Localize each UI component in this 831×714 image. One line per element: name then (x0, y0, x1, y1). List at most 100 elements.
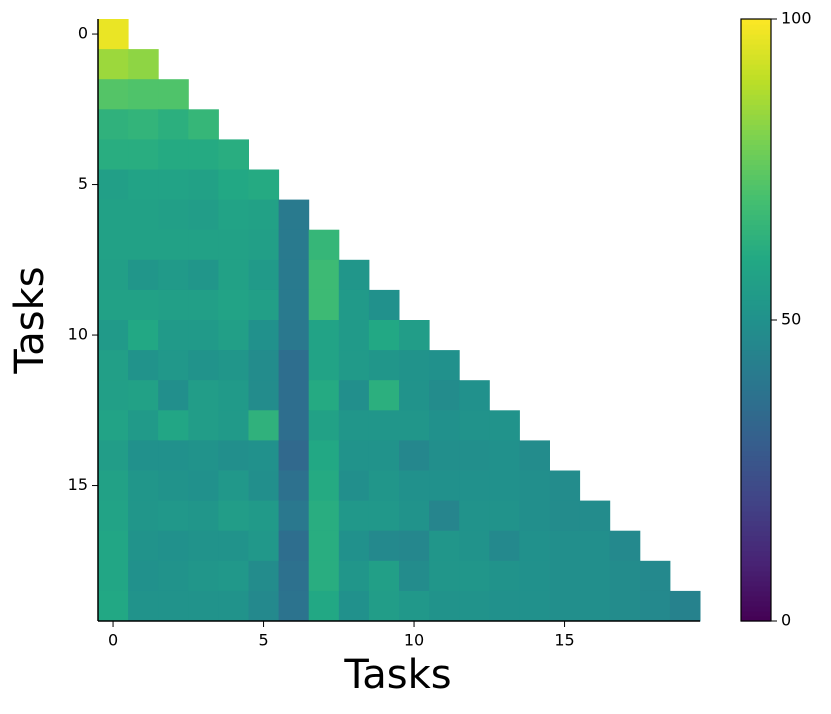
heatmap-cell (158, 259, 189, 291)
colorbar-segment (741, 465, 771, 472)
heatmap-cell (308, 470, 340, 502)
heatmap-cell (218, 500, 249, 532)
heatmap-cell (399, 320, 430, 351)
heatmap-cell (188, 109, 219, 140)
colorbar-segment (741, 560, 771, 567)
heatmap-cell (368, 350, 400, 381)
colorbar-segment (741, 580, 771, 587)
heatmap-cell (278, 470, 310, 502)
colorbar-segment (741, 254, 771, 261)
heatmap-cell (218, 560, 249, 592)
heatmap-cell (98, 470, 129, 502)
heatmap-cell (158, 109, 189, 140)
heatmap-cell (579, 590, 611, 622)
colorbar-segment (741, 59, 771, 65)
heatmap-cell (248, 350, 280, 381)
heatmap-cell (158, 590, 189, 622)
heatmap-cell (429, 470, 460, 502)
colorbar-segment (741, 124, 771, 130)
colorbar-tick-label: 0 (781, 611, 791, 630)
heatmap-cell (399, 590, 430, 622)
heatmap-cell (98, 440, 129, 471)
colorbar-segment (741, 159, 771, 166)
colorbar-segment (741, 134, 771, 140)
heatmap-cell (128, 199, 159, 231)
x-tick-label: 15 (554, 631, 574, 650)
heatmap-cell (128, 169, 159, 201)
heatmap-cell (399, 380, 430, 411)
colorbar-segment (741, 450, 771, 457)
heatmap-cell (188, 470, 219, 502)
colorbar-segment (741, 605, 771, 612)
heatmap-cell (158, 350, 189, 381)
colorbar-segment (741, 585, 771, 592)
colorbar-segment (741, 99, 771, 105)
heatmap-cell (338, 259, 370, 291)
y-tick-label: 15 (68, 475, 88, 494)
heatmap-cell (308, 560, 340, 592)
colorbar-segment (741, 194, 771, 201)
heatmap-cell (128, 530, 159, 562)
heatmap-cell (368, 320, 400, 351)
heatmap-cell (188, 590, 219, 622)
colorbar-segment (741, 470, 771, 477)
colorbar-segment (741, 309, 771, 316)
heatmap-cell (128, 350, 159, 381)
heatmap-cell (519, 530, 550, 562)
heatmap-cell (158, 470, 189, 502)
colorbar-segment (741, 74, 771, 80)
colorbar-segment (741, 545, 771, 552)
colorbar-segment (741, 189, 771, 196)
heatmap-cell (278, 259, 310, 291)
heatmap-cell (98, 530, 129, 562)
heatmap-cell (128, 139, 159, 170)
x-tick-label: 10 (404, 631, 424, 650)
colorbar-segment (741, 375, 771, 381)
colorbar-segment (741, 335, 771, 341)
heatmap-cell (128, 229, 159, 261)
heatmap-cell (489, 530, 520, 562)
heatmap-cell (218, 530, 249, 562)
colorbar-segment (741, 69, 771, 75)
heatmap-cell (248, 530, 280, 562)
colorbar-segment (741, 284, 771, 291)
heatmap-cell (579, 500, 611, 532)
heatmap-cell (429, 350, 460, 381)
colorbar-segment (741, 224, 771, 231)
heatmap-cell (158, 560, 189, 592)
colorbar-segment (741, 104, 771, 110)
colorbar-segment (741, 94, 771, 100)
heatmap-cell (98, 169, 129, 201)
heatmap-cell (188, 440, 219, 471)
colorbar-segment (741, 129, 771, 135)
colorbar-segment (741, 259, 771, 266)
heatmap-cell (459, 590, 490, 622)
colorbar-segment (741, 144, 771, 151)
heatmap-cell (368, 289, 400, 321)
heatmap-cell (188, 500, 219, 532)
heatmap-cell (128, 380, 159, 411)
colorbar-segment (741, 495, 771, 502)
colorbar-segment (741, 370, 771, 376)
heatmap-cell (248, 229, 280, 261)
heatmap-cell (188, 229, 219, 261)
heatmap-cell (278, 560, 310, 592)
heatmap-cell (98, 109, 129, 140)
colorbar-segment (741, 269, 771, 276)
colorbar-segment (741, 615, 771, 622)
heatmap-cell (308, 440, 340, 471)
heatmap-cell (338, 530, 370, 562)
heatmap-cell (278, 229, 310, 261)
heatmap-cell (218, 470, 249, 502)
colorbar-segment (741, 209, 771, 216)
heatmap-cell (489, 500, 520, 532)
heatmap-cell (368, 440, 400, 471)
colorbar-segment (741, 244, 771, 251)
colorbar-segment (741, 79, 771, 85)
heatmap-cell (188, 530, 219, 562)
colorbar-segment (741, 154, 771, 161)
heatmap-cell (549, 560, 581, 592)
heatmap-cell (399, 350, 430, 381)
heatmap-cell (338, 440, 370, 471)
